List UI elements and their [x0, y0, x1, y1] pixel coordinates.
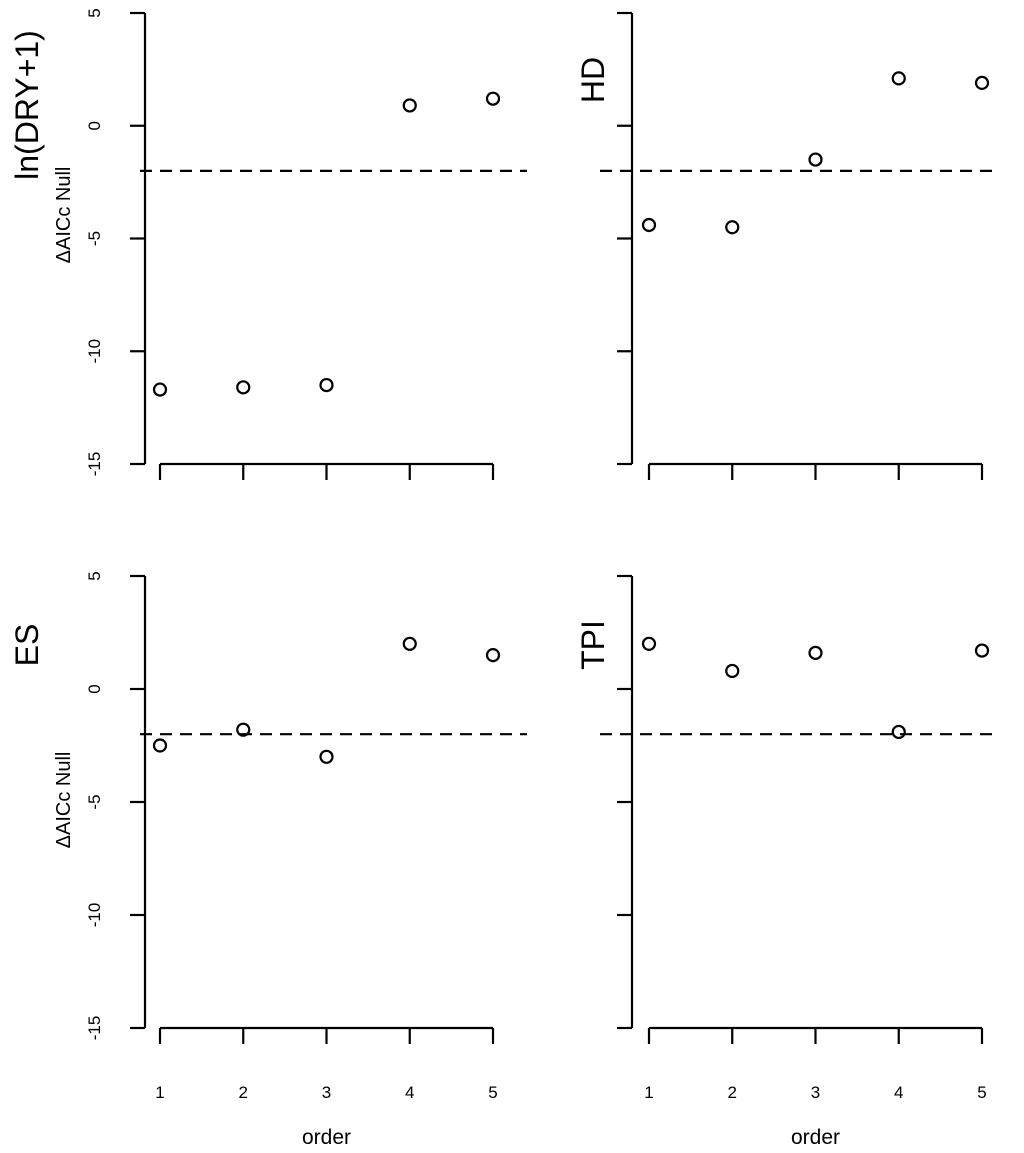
data-point — [402, 636, 417, 651]
data-point — [974, 643, 990, 658]
y-tick-label: -10 — [85, 903, 104, 928]
data-point — [891, 71, 906, 86]
data-point — [808, 645, 823, 660]
data-point — [319, 377, 334, 393]
x-tick-label: 5 — [977, 1083, 986, 1102]
data-point — [152, 382, 168, 397]
x-tick-label: 5 — [488, 1083, 497, 1102]
data-point — [974, 75, 990, 91]
data-point — [152, 738, 168, 753]
y-axis-label: ΔAICc Null — [53, 167, 75, 264]
y-tick-label: -5 — [85, 794, 104, 809]
data-point — [319, 749, 334, 764]
y-tick-label: -15 — [85, 1016, 104, 1041]
y-tick-label: 5 — [85, 571, 104, 580]
y-tick-label: -15 — [85, 452, 104, 477]
x-tick-label: 3 — [811, 1083, 820, 1102]
x-tick-label: 2 — [239, 1083, 248, 1102]
chart-panel: 5 0 -5 -10 -15 1 2 3 4 5 ES ΔAICc Null order — [9, 571, 527, 1149]
y-axis-label: ΔAICc Null — [53, 752, 75, 849]
x-tick-label: 2 — [728, 1083, 737, 1102]
data-point — [725, 220, 740, 235]
x-axis-label: order — [791, 1126, 840, 1149]
x-axis-label: order — [302, 1126, 351, 1149]
data-point — [808, 152, 823, 167]
data-point — [641, 217, 657, 233]
x-tick-label: 4 — [405, 1083, 414, 1102]
y-tick-label: -10 — [85, 339, 104, 364]
panel-label: HD — [575, 57, 611, 103]
panel-label: TPI — [575, 620, 611, 670]
panel-label: ES — [9, 624, 45, 667]
data-point — [725, 663, 740, 679]
chart-panel: 1 2 3 4 5 TPI order — [575, 574, 1000, 1149]
data-point — [485, 91, 501, 106]
data-point — [485, 647, 501, 663]
x-tick-label: 1 — [644, 1083, 653, 1102]
y-tick-label: 0 — [85, 684, 104, 693]
x-tick-label: 4 — [894, 1083, 903, 1102]
x-tick-label: 3 — [322, 1083, 331, 1102]
chart-panel: HD — [575, 11, 1000, 480]
panel-label: ln(DRY+1) — [9, 30, 45, 180]
data-point — [641, 636, 657, 651]
y-tick-label: -5 — [85, 231, 104, 246]
y-tick-label: 0 — [85, 121, 104, 130]
chart-panel: 5 0 -5 -10 -15 ln(DRY+1) ΔAICc Null — [9, 8, 527, 480]
data-point — [891, 724, 906, 740]
x-tick-label: 1 — [155, 1083, 164, 1102]
y-tick-label: 5 — [85, 8, 104, 17]
data-point — [402, 98, 417, 113]
data-point — [236, 380, 251, 395]
data-point — [236, 722, 251, 737]
